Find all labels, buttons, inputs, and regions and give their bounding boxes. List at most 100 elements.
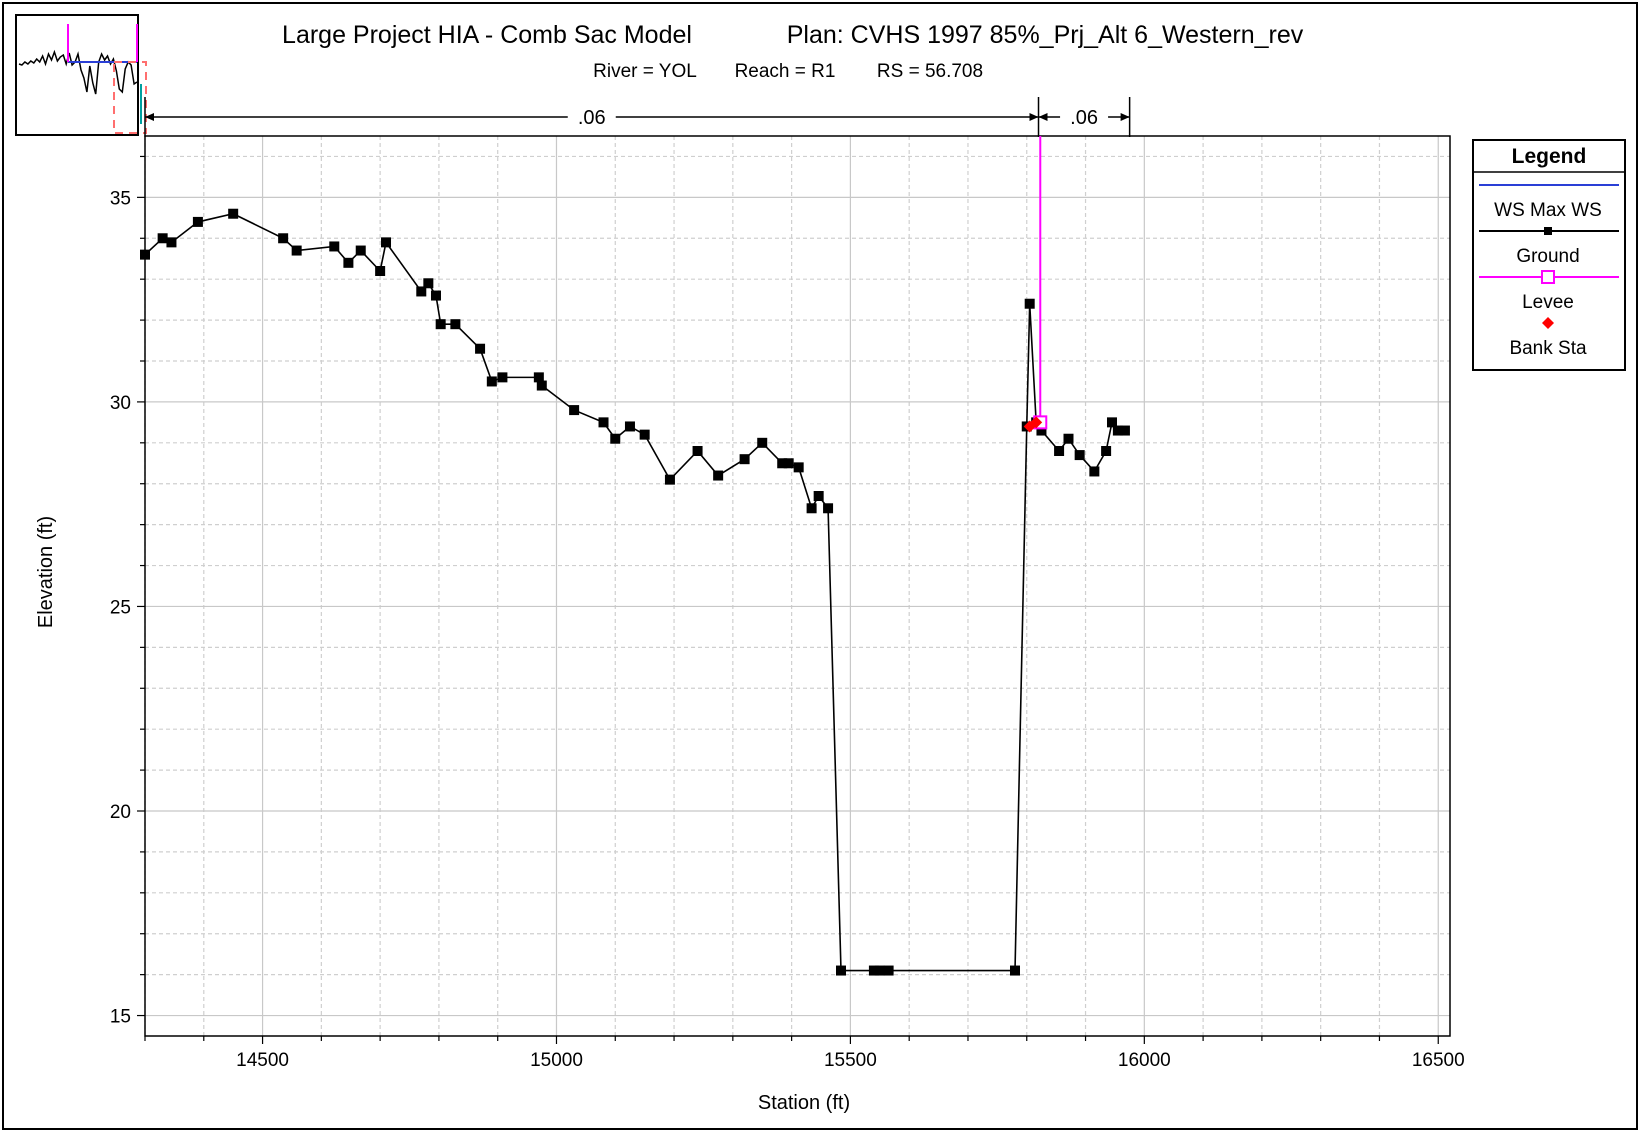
x-tick-label: 15500 [824,1050,877,1071]
ground-point [355,245,366,256]
x-tick-label: 14500 [236,1050,289,1071]
ground-point [793,462,804,473]
y-tick-label: 20 [110,802,131,823]
ground-point [291,245,302,256]
manning-arrowhead [1029,113,1039,121]
ground-point [166,237,177,248]
legend-marker [1542,317,1554,329]
ground-point [140,249,150,260]
manning-label: .06 [578,107,606,129]
axis-ticks: 14500 15000 15500 16000 16500 15 20 25 30 35 [110,155,1465,1071]
legend-label: Ground [1516,246,1579,267]
ground-point [1010,965,1020,976]
ground-point [329,241,340,252]
reach-label: Reach = R1 [735,61,836,82]
ground-point [435,319,446,330]
ground-point [664,474,675,485]
manning-label: .06 [1070,107,1098,129]
ground-point [228,208,239,219]
y-axis-label: Elevation (ft) [35,516,57,628]
ground-point [450,319,461,330]
ground-point [381,237,392,248]
ground-line [144,212,1125,972]
ground-point [430,290,441,301]
y-tick-label: 30 [110,393,131,414]
legend-marker [1544,227,1552,235]
ground-point [416,286,427,297]
ground-point [533,372,544,383]
ground-point [569,405,580,416]
ground-point [692,446,703,456]
plot-area [144,135,1451,1037]
ground-point [823,503,834,514]
series-layer [144,136,1125,972]
ground-point [1119,425,1130,436]
legend-label: WS Max WS [1494,200,1602,221]
legend-title: Legend [1512,145,1587,168]
ground-point [639,429,650,440]
legend-marker [1541,270,1555,284]
ground-point [1101,446,1112,456]
legend-label: Bank Sta [1509,338,1587,359]
major-grid [145,136,1450,1036]
ground-point [278,233,289,244]
ground-point [1106,417,1117,428]
ground-point [1063,433,1074,444]
ground-point [610,433,621,444]
overview-frame [15,14,139,136]
ground-point [1074,450,1085,461]
chart-title: Large Project HIA - Comb Sac Model [282,21,692,49]
cross-section-chart: Large Project HIA - Comb Sac Model Plan:… [15,14,1626,1114]
overview-ground-line [18,49,138,95]
ground-point [192,216,203,227]
marker-layer [140,208,1130,976]
overview-view-box[interactable] [113,61,147,134]
ground-point [375,266,386,276]
river-label: River = YOL [593,61,697,82]
minor-grid [144,136,1450,1036]
ground-point [475,343,486,354]
ground-point [806,503,817,514]
ground-point [883,965,894,976]
x-tick-label: 15000 [530,1050,583,1071]
legend-items: WS Max WS Ground Levee Bank Sta [1479,184,1619,359]
ground-point [713,470,724,481]
legend: Legend WS Max WS Ground Levee Bank Sta [1472,139,1626,371]
ground-point [783,458,794,469]
mannings-n-annotations: .06 .06 [144,97,1131,137]
x-tick-label: 16500 [1412,1050,1465,1071]
ground-point [486,376,497,387]
legend-label: Levee [1522,292,1574,313]
ground-point [497,372,508,383]
ground-point [813,491,824,501]
y-tick-label: 25 [110,597,131,618]
y-tick-label: 35 [110,188,131,209]
ground-point [536,380,547,391]
ground-point [1024,298,1035,309]
rs-label: RS = 56.708 [877,61,983,82]
legend-box [1472,139,1626,371]
ground-point [874,965,885,976]
y-tick-label: 15 [110,1007,131,1028]
ground-point [1112,425,1123,436]
plan-label: Plan: CVHS 1997 85%_Prj_Alt 6_Western_re… [787,21,1304,49]
ground-point [1036,425,1047,436]
ground-point [423,278,434,289]
manning-arrowhead [1120,113,1130,121]
ground-point [624,421,635,432]
ground-point [343,257,354,268]
ground-point [1089,466,1100,477]
ground-point [777,458,788,469]
manning-arrowhead [145,113,154,121]
ground-point [1054,446,1065,456]
ground-point [598,417,609,428]
overview-thumbnail[interactable] [15,14,147,136]
x-tick-label: 16000 [1118,1050,1171,1071]
ground-point [757,437,768,448]
ground-point [739,454,750,465]
x-axis-label: Station (ft) [758,1092,850,1114]
ground-point [868,965,879,976]
ground-point [157,233,168,244]
ground-point [836,965,846,976]
